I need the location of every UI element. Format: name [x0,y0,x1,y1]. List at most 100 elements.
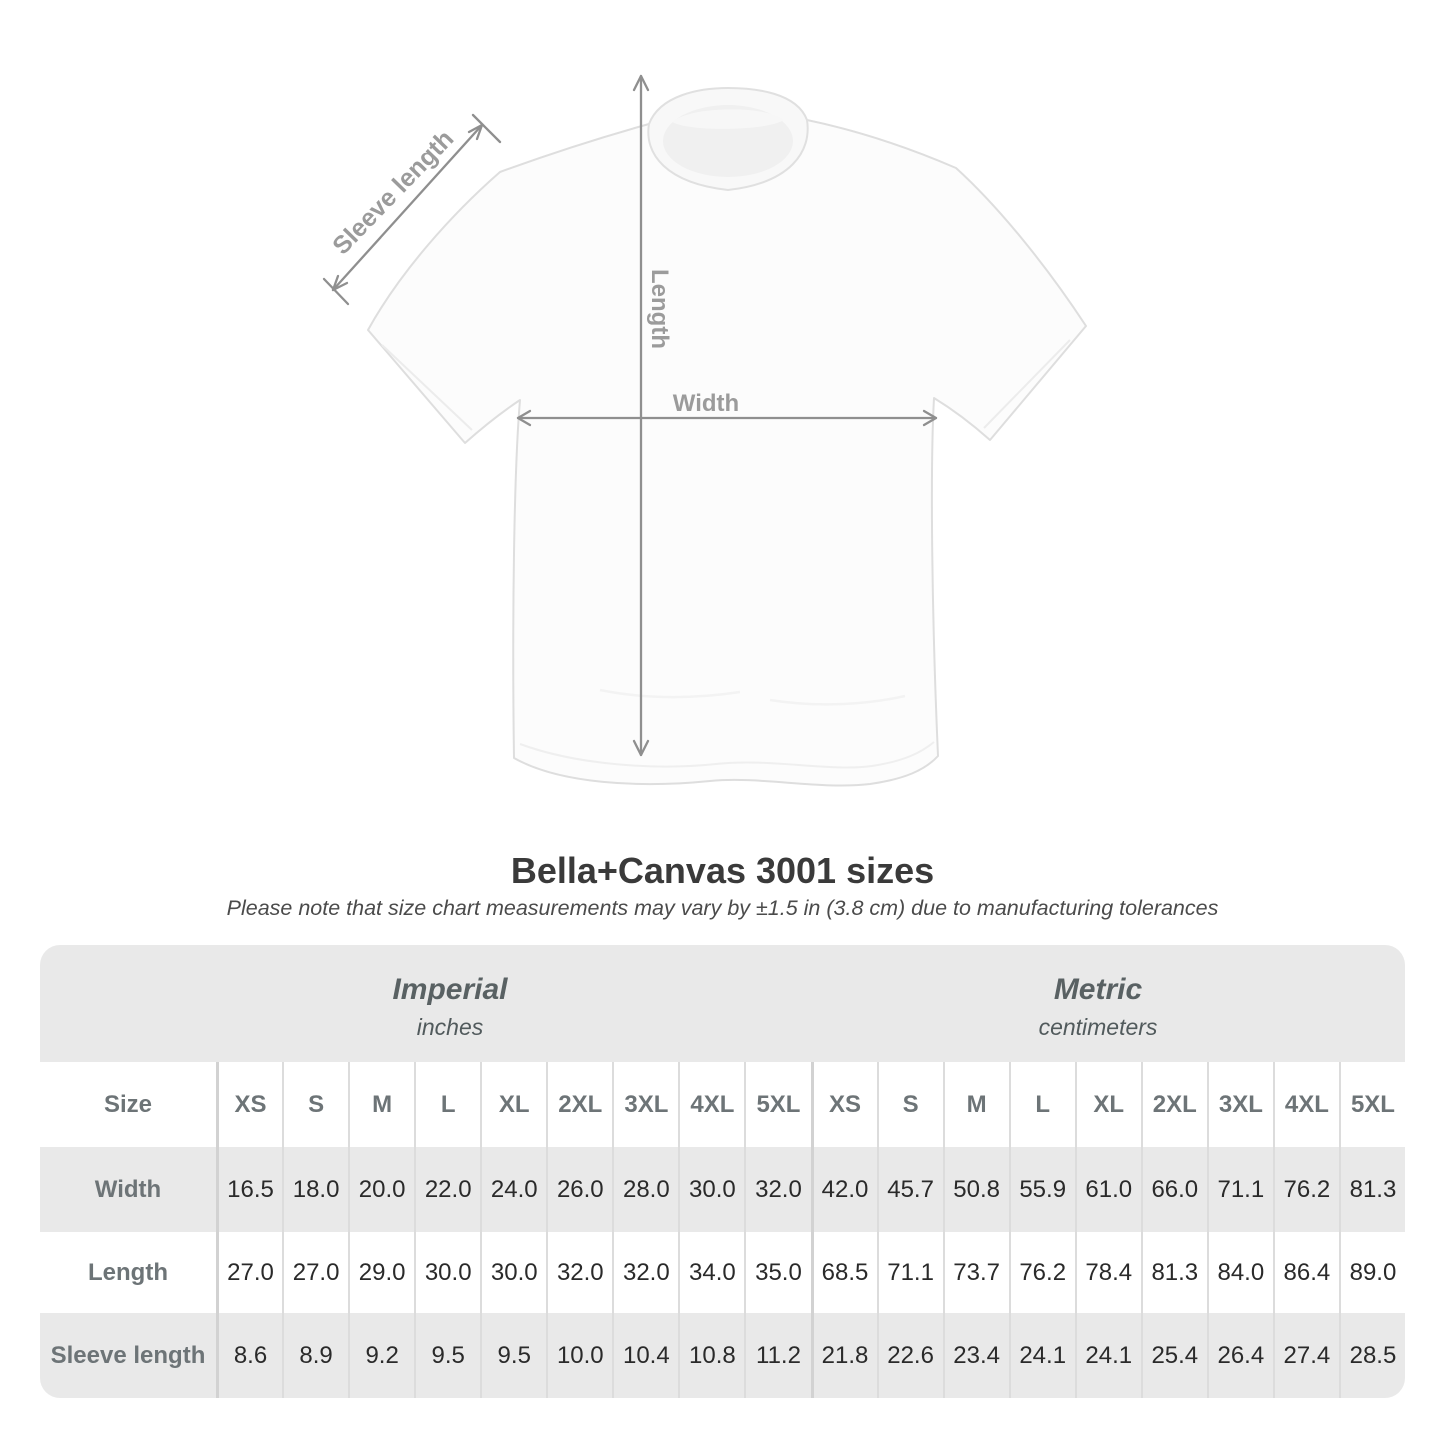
value-cell: 84.0 [1206,1232,1273,1313]
size-col-header: 2XL [1140,1062,1207,1147]
value-cell: 11.2 [744,1313,810,1398]
value-cell: 21.8 [810,1313,877,1398]
size-col-header: XL [1074,1062,1141,1147]
page-title: Bella+Canvas 3001 sizes [510,850,935,891]
value-cell: 24.1 [1074,1313,1141,1398]
length-label: Length [646,269,673,349]
value-cell: 61.0 [1074,1147,1141,1232]
value-cell: 71.1 [876,1232,943,1313]
size-header-row: Size XS S M L XL 2XL 3XL 4XL 5XL XS S M … [40,1062,1405,1147]
width-label: Width [673,390,739,417]
metric-group-label: Metric [1053,972,1143,1006]
tolerance-note: Please note that size chart measurements… [226,896,1219,920]
value-cell: 10.0 [546,1313,612,1398]
value-cell: 9.5 [480,1313,546,1398]
size-table: Imperial inches Metric centimeters Size … [40,945,1405,1398]
size-col-header: M [348,1062,414,1147]
value-cell: 45.7 [876,1147,943,1232]
value-cell: 86.4 [1272,1232,1339,1313]
size-col-header: 4XL [1272,1062,1339,1147]
value-cell: 30.0 [414,1232,480,1313]
value-cell: 8.9 [282,1313,348,1398]
width-row: Width 16.5 18.0 20.0 22.0 24.0 26.0 28.0… [40,1147,1405,1232]
size-col-header: 5XL [1338,1062,1405,1147]
value-cell: 66.0 [1140,1147,1207,1232]
value-cell: 32.0 [744,1147,810,1232]
metric-group-units: centimeters [1038,1013,1158,1040]
value-cell: 27.0 [216,1232,282,1313]
value-cell: 30.0 [480,1232,546,1313]
size-col-header: M [942,1062,1009,1147]
value-cell: 9.2 [348,1313,414,1398]
value-cell: 25.4 [1140,1313,1207,1398]
value-cell: 22.0 [414,1147,480,1232]
value-cell: 42.0 [810,1147,877,1232]
value-cell: 50.8 [942,1147,1009,1232]
value-cell: 29.0 [348,1232,414,1313]
value-cell: 76.2 [1008,1232,1075,1313]
value-cell: 32.0 [546,1232,612,1313]
value-cell: 35.0 [744,1232,810,1313]
imperial-group-header: Imperial inches [392,945,507,1062]
value-cell: 76.2 [1272,1147,1339,1232]
value-cell: 9.5 [414,1313,480,1398]
sleeve-length-arrow [322,113,502,306]
size-col-header: 3XL [612,1062,678,1147]
size-col-header: S [876,1062,943,1147]
value-cell: 27.0 [282,1232,348,1313]
value-cell: 27.4 [1272,1313,1339,1398]
size-row-label: Size [103,1090,153,1118]
sleeve-arrow-end-tick [322,277,350,306]
sleeve-arrow-end-tick [471,113,502,144]
value-cell: 24.0 [480,1147,546,1232]
size-col-header: S [282,1062,348,1147]
value-cell: 23.4 [942,1313,1009,1398]
row-label: Sleeve length [50,1341,206,1369]
value-cell: 20.0 [348,1147,414,1232]
size-col-header: XL [480,1062,546,1147]
value-cell: 28.5 [1338,1313,1405,1398]
value-cell: 24.1 [1008,1313,1075,1398]
collar-back-band [672,109,784,129]
size-col-header: XS [216,1062,282,1147]
value-cell: 26.4 [1206,1313,1273,1398]
imperial-group-units: inches [416,1013,484,1040]
value-cell: 30.0 [678,1147,744,1232]
value-cell: 89.0 [1338,1232,1405,1313]
row-label: Width [94,1175,162,1203]
imperial-group-label: Imperial [392,972,508,1006]
value-cell: 26.0 [546,1147,612,1232]
size-col-header: L [1008,1062,1075,1147]
size-col-header: 4XL [678,1062,744,1147]
value-cell: 16.5 [216,1147,282,1232]
value-cell: 55.9 [1008,1147,1075,1232]
tshirt-graphic [367,86,1087,787]
value-cell: 78.4 [1074,1232,1141,1313]
value-cell: 73.7 [942,1232,1009,1313]
width-arrow [516,409,938,427]
length-arrow [632,74,650,757]
value-cell: 28.0 [612,1147,678,1232]
size-col-header: 3XL [1206,1062,1273,1147]
value-cell: 22.6 [876,1313,943,1398]
value-cell: 81.3 [1338,1147,1405,1232]
unit-group-header-row: Imperial inches Metric centimeters [40,945,1405,1062]
tshirt-measurement-diagram: Sleeve length Length Width [322,74,1087,787]
sleeve-length-row: Sleeve length 8.6 8.9 9.2 9.5 9.5 10.0 1… [40,1313,1405,1398]
value-cell: 18.0 [282,1147,348,1232]
value-cell: 34.0 [678,1232,744,1313]
value-cell: 68.5 [810,1232,877,1313]
metric-group-header: Metric centimeters [1039,945,1158,1062]
value-cell: 10.4 [612,1313,678,1398]
size-col-header: 2XL [546,1062,612,1147]
row-label: Length [88,1258,168,1286]
size-col-header: 5XL [744,1062,810,1147]
size-col-header: XS [810,1062,877,1147]
value-cell: 32.0 [612,1232,678,1313]
value-cell: 81.3 [1140,1232,1207,1313]
value-cell: 8.6 [216,1313,282,1398]
length-row: Length 27.0 27.0 29.0 30.0 30.0 32.0 32.… [40,1232,1405,1313]
value-cell: 10.8 [678,1313,744,1398]
value-cell: 71.1 [1206,1147,1273,1232]
